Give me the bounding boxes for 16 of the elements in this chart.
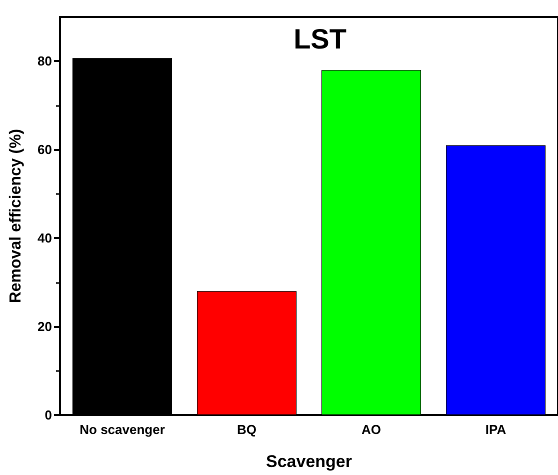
x-tick-label: IPA (485, 422, 507, 437)
bar (446, 145, 546, 415)
bar (72, 58, 172, 415)
y-tick-label: 60 (38, 142, 52, 158)
y-tick-label: 20 (38, 319, 52, 334)
bar (196, 291, 297, 415)
x-tick-label: No scavenger (80, 422, 165, 437)
y-tick-label: 80 (38, 54, 52, 69)
x-tick-label: BQ (237, 422, 256, 437)
y-tick-label: 0 (44, 408, 52, 422)
y-tick-label: 40 (38, 230, 52, 246)
x-axis-title: Scavenger (266, 452, 352, 471)
y-axis-title: Removal efficiency (%) (8, 128, 24, 304)
bar (321, 70, 422, 415)
chart-title: LST (294, 24, 346, 54)
x-tick-label: AO (362, 422, 381, 437)
